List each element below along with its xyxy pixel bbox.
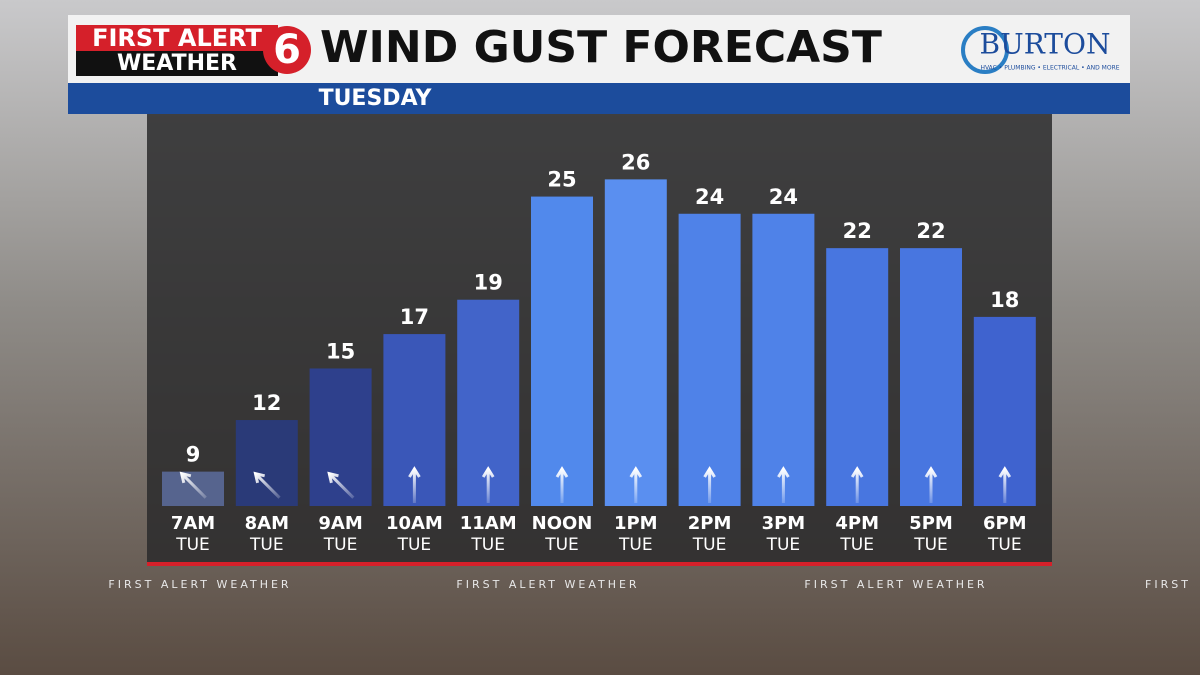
x-tick-day: TUE <box>175 535 210 555</box>
x-tick-label: 4PM <box>835 513 879 534</box>
value-label: 18 <box>990 288 1019 312</box>
x-tick-day: TUE <box>766 535 801 555</box>
x-tick-day: TUE <box>987 535 1022 555</box>
wind-arrow <box>998 466 1012 503</box>
value-label: 22 <box>843 219 872 243</box>
sponsor-ring <box>961 26 1009 74</box>
value-label: 19 <box>474 271 503 295</box>
x-tick-label: 7AM <box>171 513 215 534</box>
bar <box>162 471 224 506</box>
footer-text: FIRST ALERT WEATHER <box>108 578 291 591</box>
x-tick-label: 10AM <box>386 513 443 534</box>
wind-arrow <box>629 466 643 503</box>
footer-text: FIRST <box>1145 578 1191 591</box>
brand-bottom: WEATHER <box>117 51 237 76</box>
brand-top: FIRST ALERT <box>92 24 262 52</box>
footer-text: FIRST ALERT WEATHER <box>456 578 639 591</box>
value-label: 22 <box>916 219 945 243</box>
wind-arrow <box>850 466 864 503</box>
bar <box>900 248 962 506</box>
wind-arrow <box>924 466 938 503</box>
x-tick-day: TUE <box>397 535 432 555</box>
chart-subtitle: TUESDAY <box>319 86 433 111</box>
subtitle-bar <box>68 83 1130 114</box>
wind-arrow <box>777 466 790 503</box>
footer-text: FIRST ALERT WEATHER <box>804 578 987 591</box>
wind-arrow <box>327 471 355 499</box>
channel: 6 <box>273 27 301 73</box>
wind-arrow <box>555 466 569 503</box>
wind-arrow <box>481 466 495 503</box>
x-tick-day: TUE <box>913 535 948 555</box>
x-tick-label: 3PM <box>762 513 806 534</box>
x-tick-label: 8AM <box>245 513 289 534</box>
channel-badge <box>263 26 311 74</box>
x-tick-day: TUE <box>249 535 284 555</box>
x-tick-day: TUE <box>323 535 358 555</box>
value-label: 12 <box>252 391 281 415</box>
bar <box>678 213 741 506</box>
bar <box>604 179 667 506</box>
panel-rule <box>147 562 1052 566</box>
x-tick-day: TUE <box>470 535 505 555</box>
x-tick-label: 11AM <box>460 513 517 534</box>
x-tick-label: 6PM <box>983 513 1027 534</box>
x-tick-label: 9AM <box>318 513 362 534</box>
x-tick-label: 1PM <box>614 513 658 534</box>
sponsor: BURTON <box>980 28 1111 61</box>
x-tick-day: TUE <box>839 535 874 555</box>
value-label: 26 <box>621 150 650 174</box>
value-label: 17 <box>400 305 429 329</box>
value-label: 9 <box>186 443 201 467</box>
x-tick-day: TUE <box>544 535 579 555</box>
bar <box>235 420 298 506</box>
bar <box>752 213 815 506</box>
sponsor-tagline: HVAC • PLUMBING • ELECTRICAL • AND MORE <box>980 65 1119 72</box>
value-label: 15 <box>326 339 355 363</box>
value-label: 24 <box>769 185 798 209</box>
bar <box>826 248 889 506</box>
wind-arrow <box>408 466 421 503</box>
x-tick-label: NOON <box>532 513 593 534</box>
value-label: 25 <box>547 168 576 192</box>
footer: FIRST ALERT WEATHER FIRST ALERT WEATHER … <box>108 578 1191 591</box>
wind-arrow <box>703 466 716 503</box>
bar <box>531 196 593 507</box>
brand-red <box>76 25 278 51</box>
chart-title: WIND GUST FORECAST <box>320 22 882 73</box>
x-tick-day: TUE <box>618 535 653 555</box>
x-tick-label: 5PM <box>909 513 953 534</box>
wind-arrow <box>253 471 281 499</box>
wind-arrow <box>179 471 207 499</box>
x-tick-day: TUE <box>692 535 727 555</box>
value-label: 24 <box>695 185 724 209</box>
brand-black <box>76 51 278 76</box>
x-tick-label: 2PM <box>688 513 732 534</box>
